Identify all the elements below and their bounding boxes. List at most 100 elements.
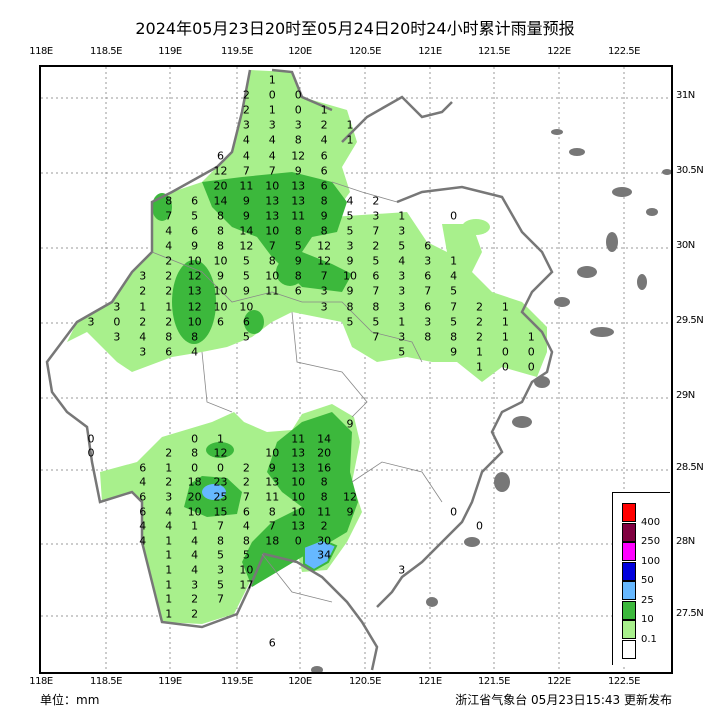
- rainfall-value: 3: [113, 330, 121, 344]
- rainfall-value: 1: [165, 578, 173, 592]
- rainfall-value: 4: [242, 519, 250, 533]
- rainfall-value: 8: [320, 224, 328, 238]
- longitude-label: 119E: [158, 46, 182, 57]
- rainfall-value: 0: [476, 519, 483, 533]
- longitude-label: 122E: [547, 46, 571, 57]
- longitude-label: 121E: [418, 676, 442, 687]
- rainfall-value: 2: [242, 88, 250, 102]
- rainfall-value: 10: [265, 224, 280, 238]
- rainfall-value: 3: [398, 300, 406, 313]
- rainfall-value: 3: [87, 315, 95, 329]
- rainfall-value: 6: [372, 269, 380, 283]
- rainfall-value: 0: [527, 345, 535, 359]
- rainfall-value: 12: [317, 239, 332, 253]
- rainfall-value: 3: [268, 118, 276, 132]
- rainfall-value: 1: [501, 300, 509, 313]
- rainfall-value: 1: [165, 563, 173, 577]
- rain-area-medium-north-2: [172, 260, 216, 344]
- rainfall-value: 1: [268, 103, 276, 117]
- rainfall-value: 1: [527, 330, 535, 344]
- rainfall-value: 4: [165, 519, 173, 533]
- rainfall-value: 2: [372, 239, 380, 253]
- rainfall-value: 6: [242, 315, 250, 329]
- rainfall-value: 0: [87, 432, 95, 446]
- rainfall-value: 2: [165, 254, 173, 268]
- latitude-label: 29N: [676, 390, 695, 401]
- rainfall-value: 0: [501, 360, 509, 374]
- rainfall-value: 14: [239, 224, 254, 238]
- rainfall-value: 4: [268, 133, 276, 147]
- rainfall-value: 4: [139, 534, 147, 548]
- rainfall-value: 6: [424, 239, 432, 253]
- legend: 400 250 100 50 25 10 0.1: [612, 492, 670, 665]
- rainfall-value: 6: [424, 300, 432, 313]
- rainfall-value: 11: [291, 432, 306, 446]
- rainfall-value: 0: [450, 209, 458, 223]
- rainfall-value: 2: [139, 284, 147, 298]
- rainfall-value: 5: [191, 209, 199, 223]
- rainfall-value: 2: [476, 330, 483, 344]
- islands: [311, 129, 671, 672]
- rainfall-value: 10: [343, 269, 357, 283]
- rainfall-value: 0: [450, 505, 458, 519]
- rainfall-value: 2: [165, 446, 173, 460]
- longitude-label: 121.5E: [478, 46, 510, 57]
- rainfall-value: 1: [217, 432, 224, 446]
- legend-swatch: [622, 503, 636, 522]
- rainfall-value: 5: [217, 578, 224, 592]
- rainfall-value: 12: [239, 239, 254, 253]
- rain-area-medium-north-5: [244, 310, 264, 334]
- rainfall-value: 4: [242, 133, 250, 147]
- legend-swatch: [622, 620, 636, 639]
- longitude-label: 118E: [29, 676, 53, 687]
- rainfall-value: 8: [165, 194, 173, 208]
- rainfall-value: 8: [268, 254, 276, 268]
- rainfall-value: 0: [113, 315, 121, 329]
- rainfall-value: 5: [398, 345, 406, 359]
- rainfall-value: 8: [217, 224, 224, 238]
- rainfall-value: 13: [265, 194, 280, 208]
- rainfall-value: 6: [191, 224, 199, 238]
- rainfall-value: 6: [320, 164, 328, 178]
- rainfall-value: 23: [213, 475, 228, 489]
- rainfall-value: 8: [424, 330, 432, 344]
- rainfall-value: 13: [265, 475, 280, 489]
- rainfall-value: 6: [294, 284, 302, 298]
- rainfall-value: 5: [346, 209, 354, 223]
- longitude-label: 122.5E: [608, 676, 640, 687]
- rainfall-value: 4: [191, 563, 199, 577]
- longitude-label: 120.5E: [349, 676, 381, 687]
- rainfall-value: 5: [242, 269, 250, 283]
- rainfall-value: 6: [217, 149, 224, 162]
- longitude-label: 118.5E: [90, 46, 122, 57]
- rainfall-value: 10: [265, 446, 280, 460]
- legend-label: 400: [641, 516, 661, 528]
- longitude-label: 120.5E: [349, 46, 381, 57]
- rainfall-value: 12: [213, 164, 228, 178]
- rainfall-value: 0: [294, 103, 302, 117]
- rainfall-value: 5: [294, 239, 302, 253]
- rainfall-value: 1: [346, 133, 354, 147]
- rainfall-value: 4: [139, 519, 147, 533]
- rainfall-value: 25: [213, 490, 228, 504]
- legend-swatch: [622, 600, 636, 620]
- latitude-label: 29.5N: [676, 315, 704, 326]
- rain-area-25-50-west: [202, 484, 226, 500]
- rainfall-value: 4: [139, 475, 147, 489]
- rainfall-value: 9: [450, 345, 458, 359]
- rainfall-value: 10: [291, 475, 306, 489]
- rainfall-value: 9: [191, 239, 199, 253]
- rainfall-value: 2: [320, 118, 328, 132]
- rainfall-value: 12: [291, 149, 306, 162]
- rainfall-value: 10: [213, 300, 228, 313]
- rainfall-value: 18: [187, 475, 202, 489]
- rainfall-value: 0: [268, 88, 276, 102]
- longitude-label: 121E: [418, 46, 442, 57]
- rainfall-value: 2: [476, 300, 483, 313]
- rainfall-value: 7: [450, 300, 458, 313]
- rainfall-value: 16: [317, 461, 332, 475]
- rainfall-value: 1: [165, 461, 173, 475]
- rainfall-value: 12: [317, 254, 332, 268]
- rainfall-value: 3: [139, 345, 147, 359]
- rain-area-medium-north-3: [276, 258, 304, 286]
